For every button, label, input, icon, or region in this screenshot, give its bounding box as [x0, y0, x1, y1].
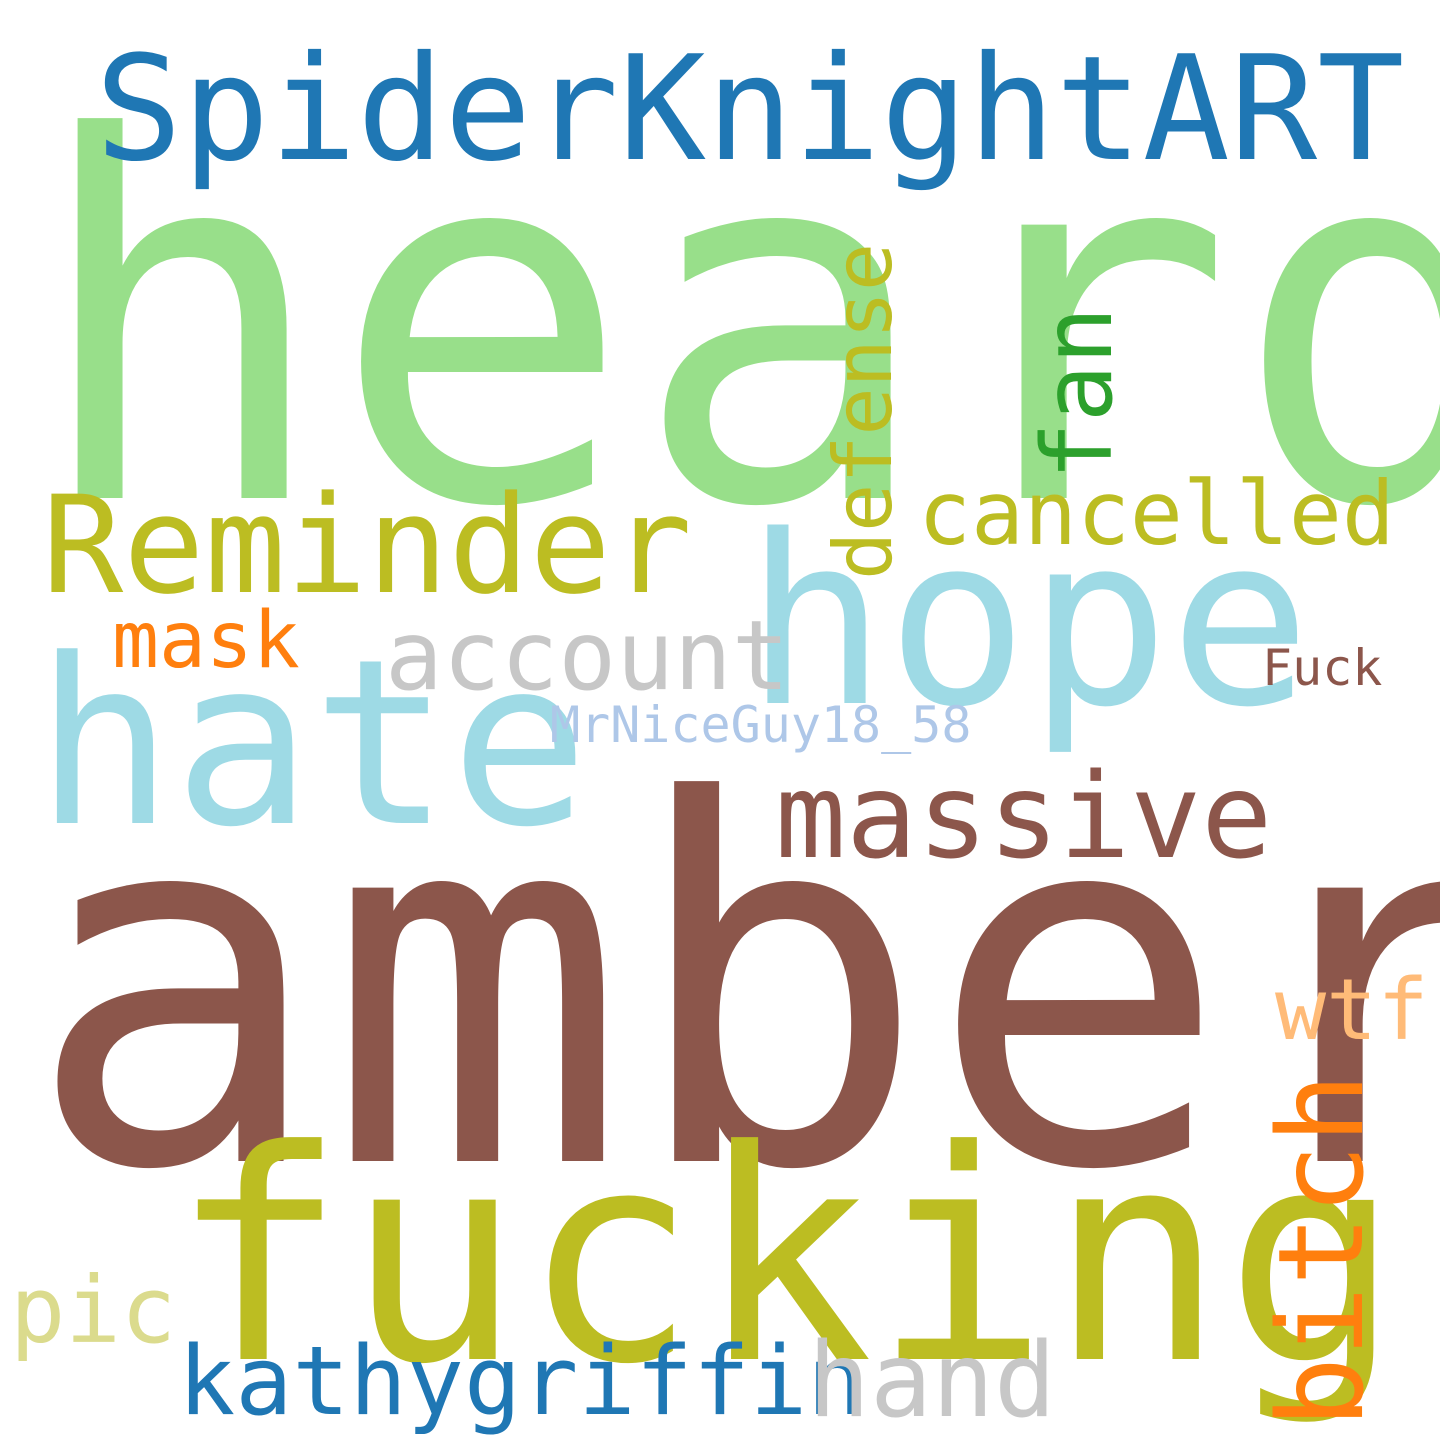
word-account: account	[385, 600, 790, 712]
word-defense: defense	[817, 242, 910, 580]
word-reminder: Reminder	[42, 467, 693, 624]
word-mrniceguy18-58: MrNiceGuy18_58	[550, 696, 972, 754]
word-wtf: wtf	[1275, 961, 1429, 1060]
word-heard: heard	[30, 34, 1440, 616]
word-kathygriffin: kathygriffin	[178, 1327, 865, 1437]
word-amber: amber	[25, 697, 1440, 1279]
word-cancelled: cancelled	[918, 462, 1395, 565]
word-fan: fan	[1022, 306, 1134, 480]
word-mask: mask	[112, 596, 300, 686]
word-pic: pic	[10, 1257, 177, 1364]
word-fuck: Fuck	[1262, 639, 1383, 697]
word-spiderknightart: SpiderKnightART	[95, 25, 1405, 194]
word-fucking: fucking	[170, 1088, 1401, 1428]
word-hope: hope	[745, 486, 1311, 759]
word-hate: hate	[35, 611, 589, 878]
word-bitch: bitch	[1252, 1072, 1390, 1428]
word-massive: massive	[775, 747, 1273, 885]
word-hand: hand	[808, 1321, 1057, 1440]
